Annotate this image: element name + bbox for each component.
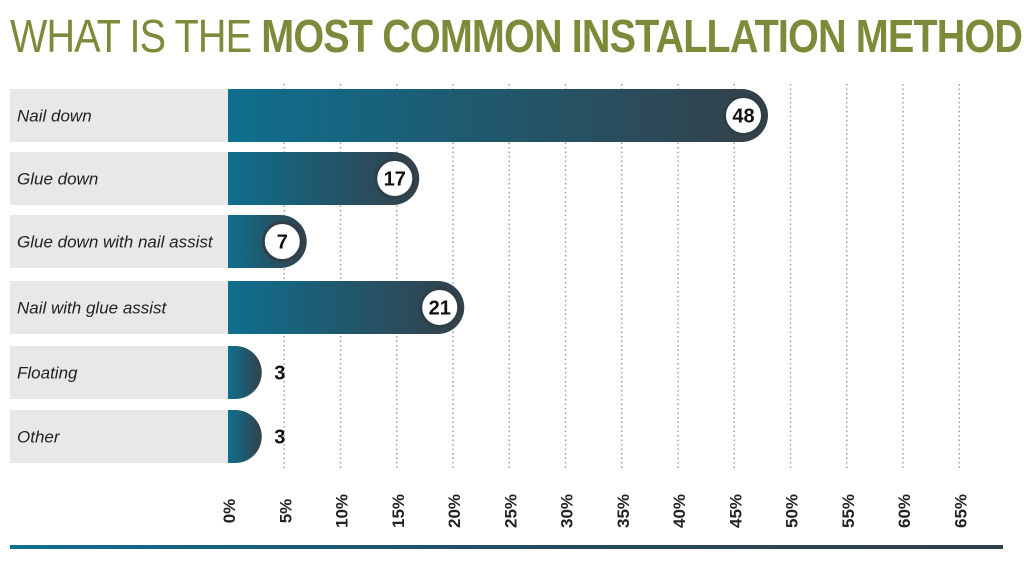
x-axis-ticks: 0% 5% 10% 15% 20% 25% 30% 35% 40% 45% 50% 55% 60% 65% — [220, 494, 970, 528]
chart-title-light: WHAT IS THE — [10, 10, 252, 62]
bar — [228, 410, 262, 463]
data-label: 48 — [732, 106, 754, 128]
x-tick-label: 30% — [558, 494, 577, 528]
x-tick-label: 65% — [951, 494, 970, 528]
bottom-rule — [10, 545, 1003, 549]
x-tick-label: 55% — [839, 494, 858, 528]
bar-rows: Nail down 48 Glue down 17 Glue down with nai… — [10, 89, 768, 463]
category-label-bg — [10, 89, 228, 142]
x-tick-label: 50% — [783, 494, 802, 528]
bar — [228, 281, 465, 334]
bar — [228, 89, 768, 142]
category-label-bg — [10, 410, 228, 463]
category-label: Other — [17, 428, 61, 447]
x-tick-label: 20% — [445, 494, 464, 528]
data-label: 3 — [274, 363, 285, 385]
category-label-bg — [10, 281, 228, 334]
chart-title: WHAT IS THE MOST COMMON INSTALLATION MET… — [10, 6, 1024, 66]
grid-lines — [283, 84, 960, 470]
x-tick-label: 25% — [501, 494, 520, 528]
value-badge — [374, 158, 416, 199]
category-label-bg — [10, 152, 228, 205]
category-label-bg — [10, 346, 228, 399]
category-label-bg — [10, 215, 228, 268]
value-badge — [419, 287, 461, 328]
data-label: 21 — [429, 298, 451, 320]
x-tick-label: 5% — [276, 499, 295, 524]
chart-title-bold: MOST COMMON INSTALLATION METHOD? — [261, 10, 1024, 62]
data-label: 3 — [274, 427, 285, 449]
x-tick-label: 35% — [614, 494, 633, 528]
category-label: Floating — [17, 364, 78, 383]
bar — [228, 346, 262, 399]
x-tick-label: 40% — [670, 494, 689, 528]
x-tick-label: 45% — [726, 494, 745, 528]
data-label: 17 — [384, 169, 406, 191]
x-tick-label: 10% — [333, 494, 352, 528]
x-tick-label: 60% — [895, 494, 914, 528]
category-label: Nail down — [17, 107, 92, 126]
x-tick-label: 0% — [220, 499, 239, 524]
value-badge — [261, 221, 303, 262]
value-badge — [723, 95, 764, 136]
category-label: Nail with glue assist — [17, 299, 168, 318]
bar — [228, 152, 420, 205]
x-tick-label: 15% — [389, 494, 408, 528]
category-label: Glue down with nail assist — [17, 233, 214, 252]
category-label: Glue down — [17, 170, 98, 189]
data-label: 7 — [277, 232, 288, 254]
